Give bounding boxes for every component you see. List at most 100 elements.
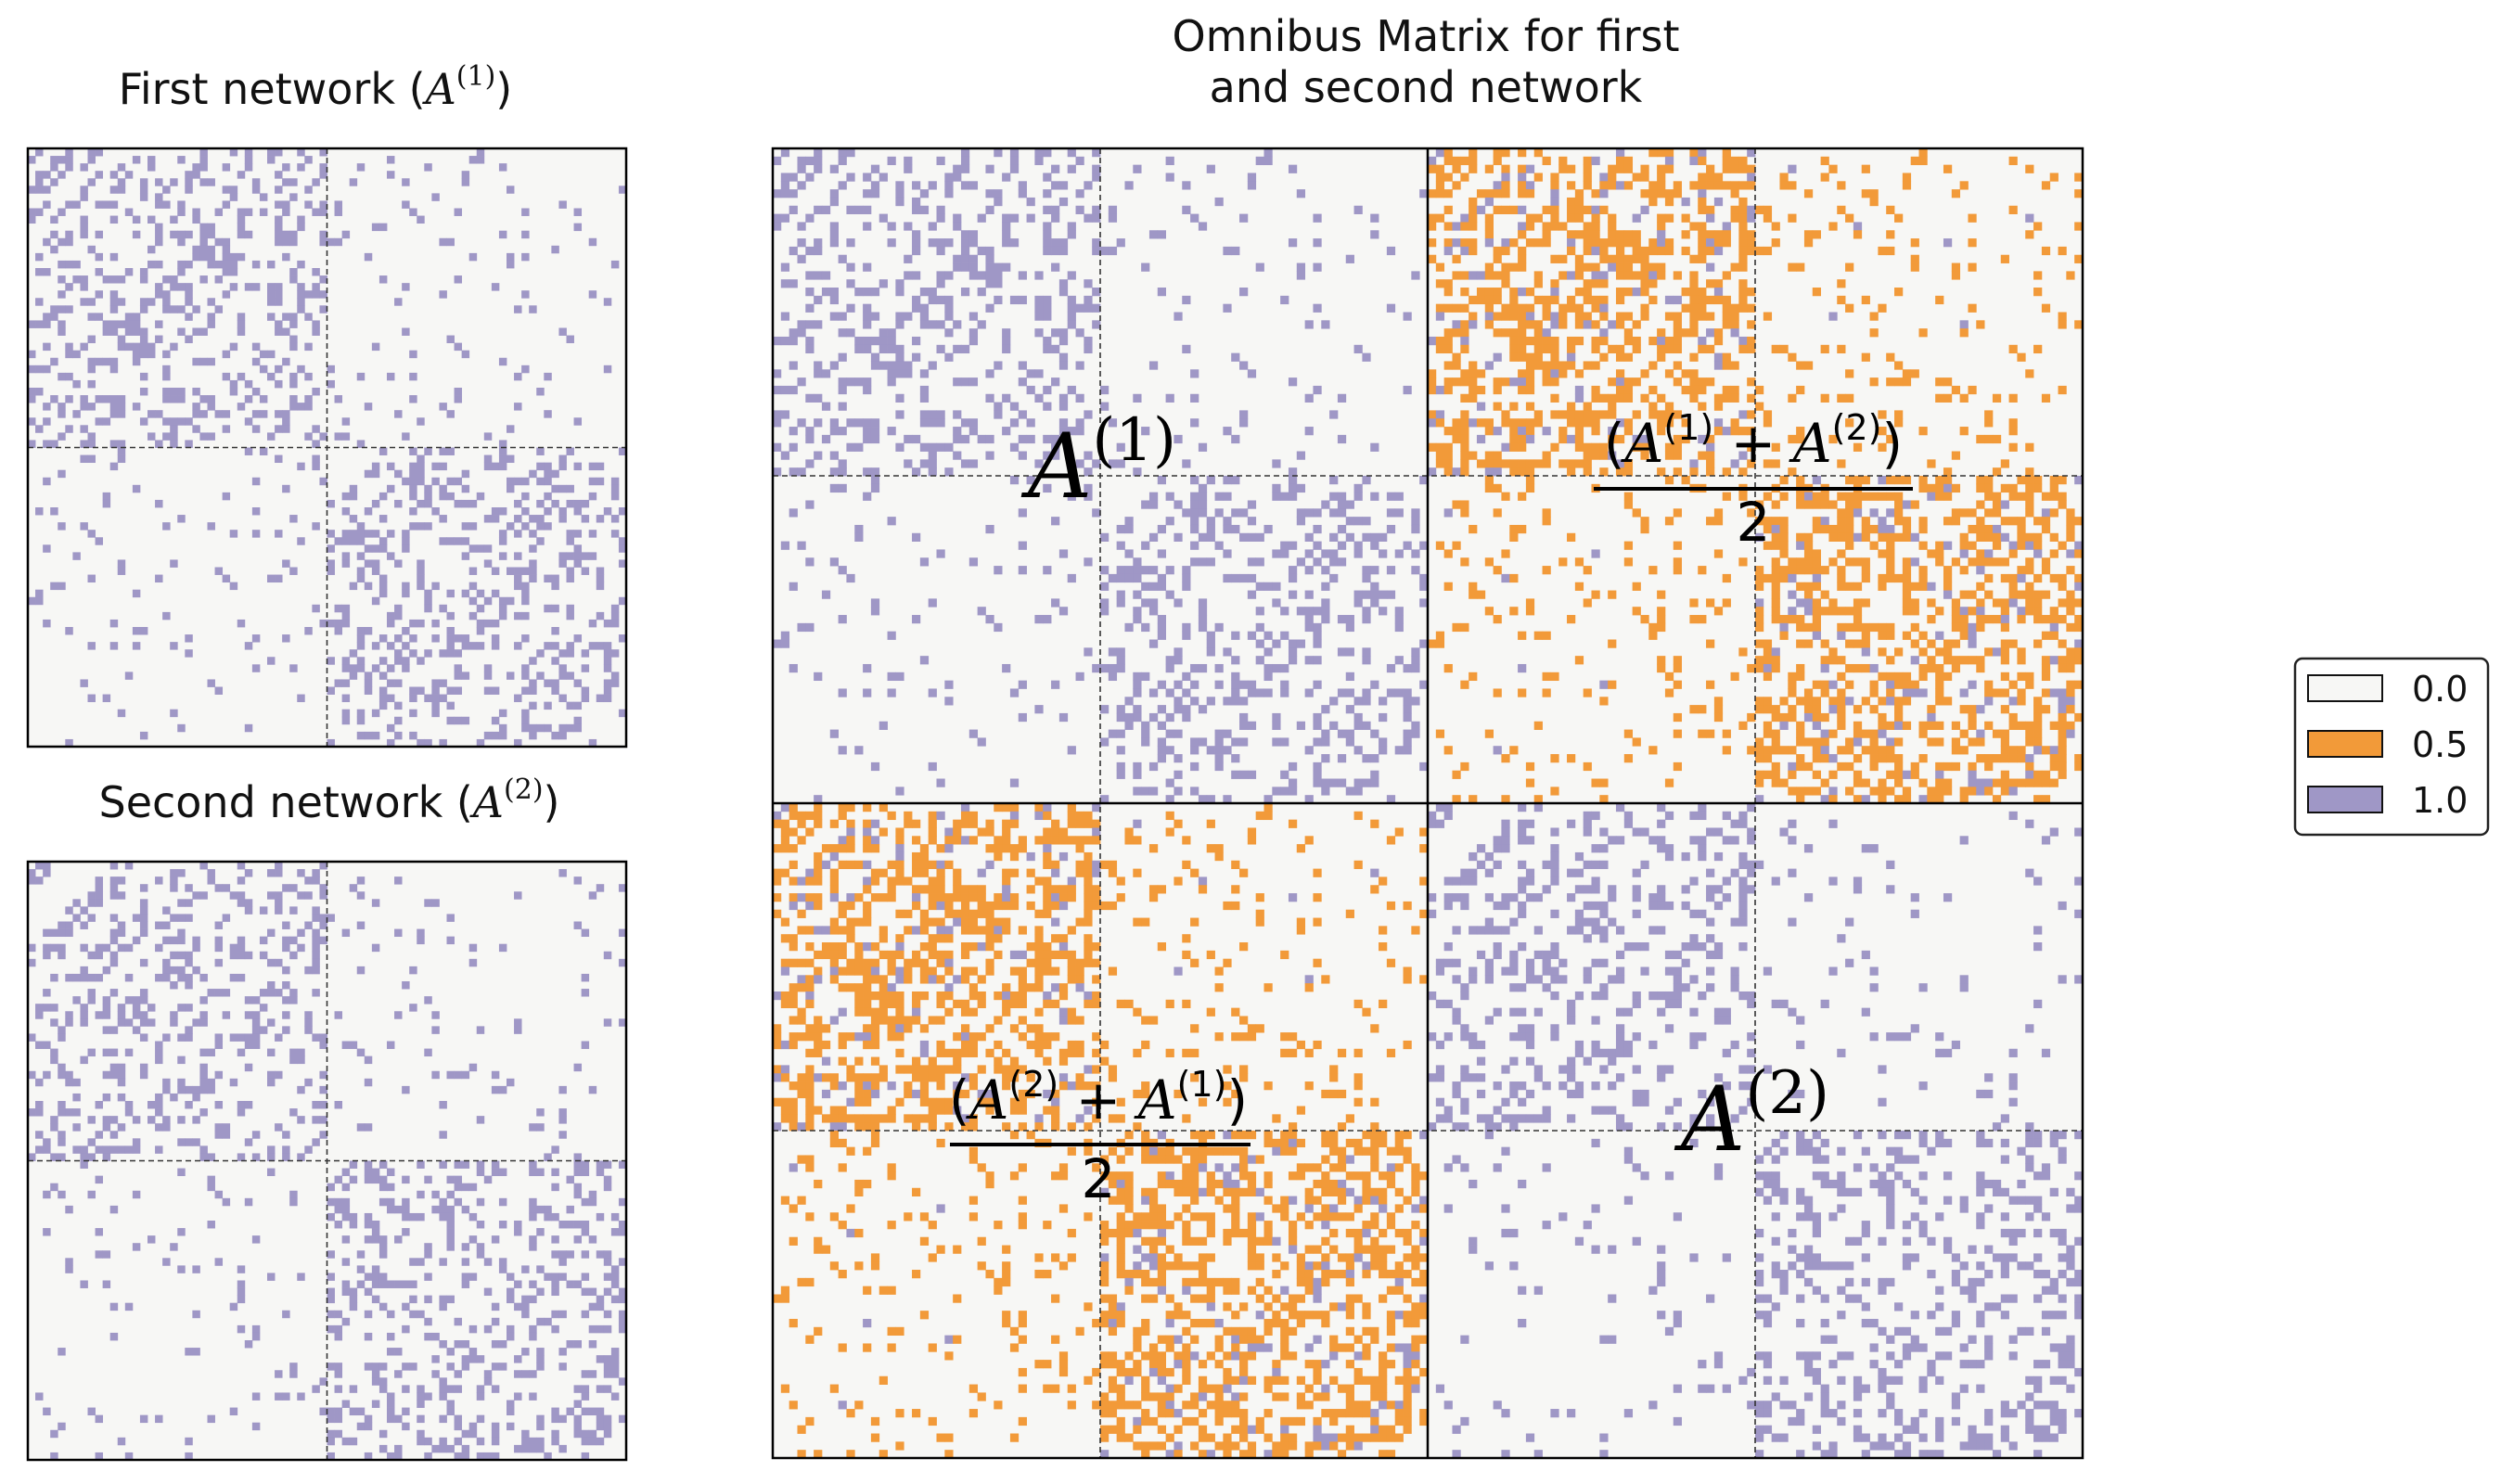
first-network-cell bbox=[402, 327, 410, 336]
first-network-cell bbox=[139, 275, 148, 284]
omnibus-cell bbox=[879, 336, 888, 346]
second-network-cell bbox=[454, 1452, 463, 1461]
omnibus-cell bbox=[1525, 189, 1535, 198]
omnibus-cell bbox=[1231, 573, 1240, 583]
omnibus-cell bbox=[1452, 254, 1461, 263]
first-network-cell bbox=[275, 223, 283, 232]
omnibus-cell bbox=[1902, 532, 1912, 542]
second-network-cell bbox=[177, 1078, 186, 1087]
first-network-cell bbox=[185, 649, 193, 658]
omnibus-cell bbox=[789, 427, 798, 436]
omnibus-cell bbox=[1157, 746, 1166, 755]
omnibus-cell bbox=[2041, 590, 2051, 599]
omnibus-cell bbox=[1493, 385, 1502, 395]
first-network-cell bbox=[610, 611, 620, 620]
omnibus-cell bbox=[870, 476, 880, 485]
first-network-cell bbox=[28, 215, 36, 224]
omnibus-cell bbox=[1190, 213, 1199, 223]
omnibus-cell bbox=[1018, 680, 1027, 689]
omnibus-cell bbox=[1738, 295, 1748, 305]
omnibus-cell bbox=[1608, 230, 1617, 239]
first-network-cell bbox=[102, 694, 111, 703]
omnibus-cell bbox=[1337, 434, 1347, 444]
omnibus-cell bbox=[1518, 246, 1527, 256]
second-network-cell bbox=[312, 914, 320, 922]
first-network-cell bbox=[454, 342, 463, 352]
second-network-cell bbox=[394, 1370, 403, 1378]
omnibus-cell bbox=[1518, 173, 1527, 182]
omnibus-cell bbox=[1280, 549, 1289, 558]
omnibus-cell bbox=[1165, 566, 1174, 575]
omnibus-cell bbox=[2008, 754, 2018, 763]
omnibus-cell bbox=[960, 344, 970, 354]
omnibus-cell bbox=[1968, 712, 1977, 723]
omnibus-cell bbox=[1698, 312, 1707, 321]
first-network-cell bbox=[402, 582, 410, 591]
omnibus-cell bbox=[953, 427, 962, 436]
omnibus-cell bbox=[1664, 476, 1674, 485]
omnibus-cell bbox=[1927, 663, 1936, 673]
second-network-cell bbox=[319, 921, 327, 929]
omnibus-cell bbox=[1976, 524, 1985, 534]
omnibus-cell bbox=[1574, 459, 1584, 468]
second-network-cell bbox=[214, 1101, 224, 1109]
first-network-cell bbox=[117, 447, 126, 455]
first-network-cell bbox=[424, 492, 432, 501]
first-network-cell bbox=[588, 237, 597, 247]
omnibus-cell bbox=[789, 663, 798, 673]
first-network-cell bbox=[155, 193, 163, 201]
first-network-cell bbox=[229, 148, 238, 157]
first-network-cell bbox=[95, 290, 104, 299]
omnibus-cell bbox=[1738, 213, 1748, 223]
omnibus-cell bbox=[2074, 680, 2084, 689]
second-network-cell bbox=[446, 1205, 455, 1214]
omnibus-cell bbox=[1182, 205, 1191, 214]
first-network-cell bbox=[58, 372, 66, 381]
first-network-cell bbox=[364, 469, 373, 479]
second-network-cell bbox=[468, 943, 478, 953]
omnibus-cell bbox=[1910, 238, 1919, 248]
omnibus-cell bbox=[936, 271, 945, 280]
omnibus-cell bbox=[1100, 737, 1109, 747]
omnibus-cell bbox=[1370, 213, 1379, 223]
omnibus-cell bbox=[1452, 434, 1461, 444]
second-network-cell bbox=[588, 1190, 597, 1199]
first-network-cell bbox=[289, 268, 298, 276]
omnibus-cell bbox=[2074, 254, 2084, 263]
first-network-cell bbox=[417, 499, 425, 508]
first-network-cell bbox=[603, 642, 612, 650]
second-network-cell bbox=[58, 921, 66, 929]
second-network-cell bbox=[610, 1280, 620, 1288]
omnibus-cell bbox=[1476, 271, 1486, 280]
omnibus-cell bbox=[1689, 467, 1699, 477]
second-network-cell bbox=[237, 1153, 246, 1161]
omnibus-cell bbox=[1100, 705, 1109, 714]
omnibus-cell bbox=[1493, 746, 1502, 755]
omnibus-cell bbox=[1108, 246, 1118, 256]
omnibus-cell bbox=[1165, 156, 1174, 166]
omnibus-cell bbox=[1591, 418, 1600, 428]
omnibus-cell bbox=[1345, 737, 1354, 747]
omnibus-cell bbox=[1272, 721, 1281, 730]
omnibus-cell bbox=[1730, 385, 1739, 395]
omnibus-cell bbox=[1623, 729, 1634, 738]
second-network-cell bbox=[596, 1250, 605, 1259]
second-network-cell bbox=[170, 876, 178, 885]
omnibus-cell bbox=[1902, 377, 1912, 387]
omnibus-cell bbox=[1910, 156, 1919, 166]
omnibus-cell bbox=[1484, 451, 1494, 460]
second-network-cell bbox=[378, 1183, 388, 1192]
second-network-cell bbox=[468, 1324, 478, 1334]
first-network-cell bbox=[147, 245, 156, 254]
omnibus-cell bbox=[1959, 328, 1969, 338]
first-network-cell bbox=[439, 462, 447, 471]
first-network-cell bbox=[327, 657, 335, 665]
omnibus-cell bbox=[1894, 508, 1904, 518]
omnibus-cell bbox=[1484, 607, 1494, 616]
second-network-cell bbox=[476, 1414, 485, 1424]
second-network-cell bbox=[566, 1205, 574, 1214]
omnibus-cell bbox=[1935, 393, 1944, 403]
omnibus-cell bbox=[1018, 181, 1027, 190]
omnibus-cell bbox=[1214, 761, 1224, 772]
second-network-cell bbox=[251, 1235, 261, 1244]
